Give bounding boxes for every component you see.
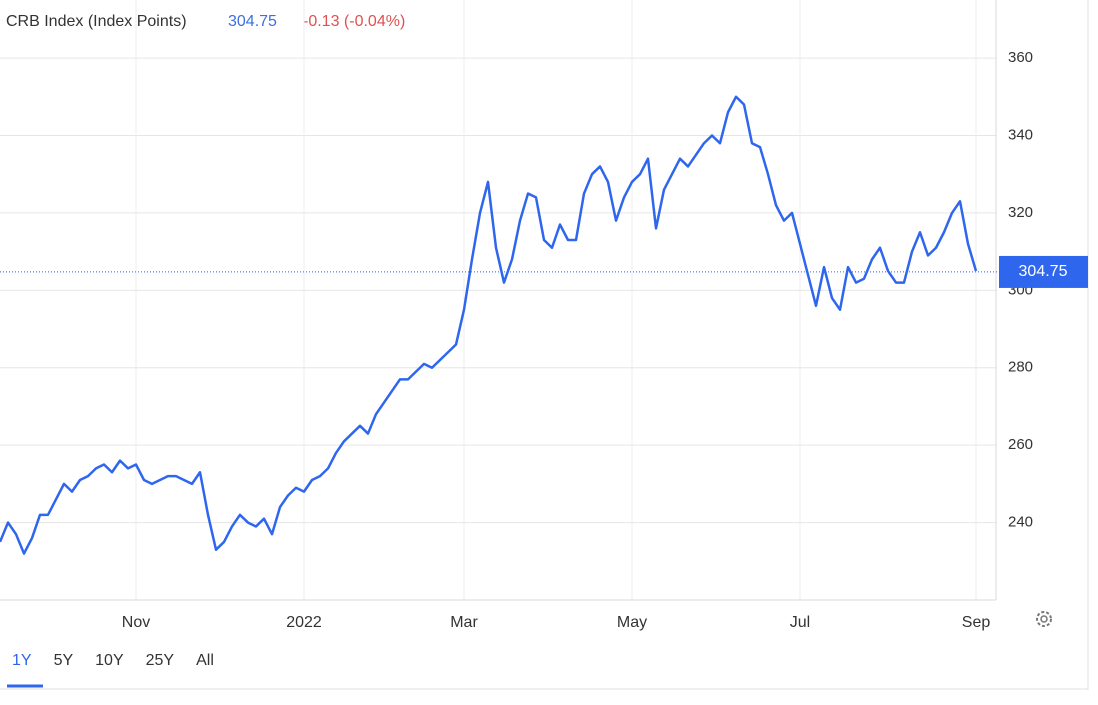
last-value-tag bbox=[999, 255, 1088, 288]
price-line bbox=[0, 95, 978, 555]
y-tick-label: 320 bbox=[1008, 204, 1033, 221]
x-tick-label: May bbox=[617, 614, 647, 631]
range-button[interactable]: 10Y bbox=[95, 652, 124, 669]
chart-title: CRB Index (Index Points) bbox=[6, 13, 187, 30]
range-button[interactable]: 25Y bbox=[146, 652, 175, 669]
y-tick-label: 340 bbox=[1008, 126, 1033, 143]
y-tick-label: 360 bbox=[1008, 49, 1033, 66]
settings-icon[interactable] bbox=[1036, 611, 1052, 627]
x-tick-label: Sep bbox=[962, 614, 991, 631]
x-tick-label: 2022 bbox=[286, 614, 322, 631]
last-value: 304.75 bbox=[228, 13, 277, 30]
x-tick-label: Mar bbox=[450, 614, 478, 631]
last-value-tag-label: 304.75 bbox=[1019, 263, 1068, 280]
gear-outer bbox=[1036, 611, 1052, 627]
x-tick-label: Jul bbox=[790, 614, 810, 631]
change: -0.13 (-0.04%) bbox=[303, 13, 405, 30]
range-button[interactable]: All bbox=[196, 652, 214, 669]
range-button[interactable]: 5Y bbox=[54, 652, 74, 669]
range-button[interactable]: 1Y bbox=[12, 652, 32, 669]
x-tick-label: Nov bbox=[122, 614, 150, 631]
gear-inner bbox=[1040, 615, 1048, 623]
y-tick-label: 260 bbox=[1008, 436, 1033, 453]
y-tick-label: 240 bbox=[1008, 514, 1033, 531]
y-tick-label: 280 bbox=[1008, 359, 1033, 376]
